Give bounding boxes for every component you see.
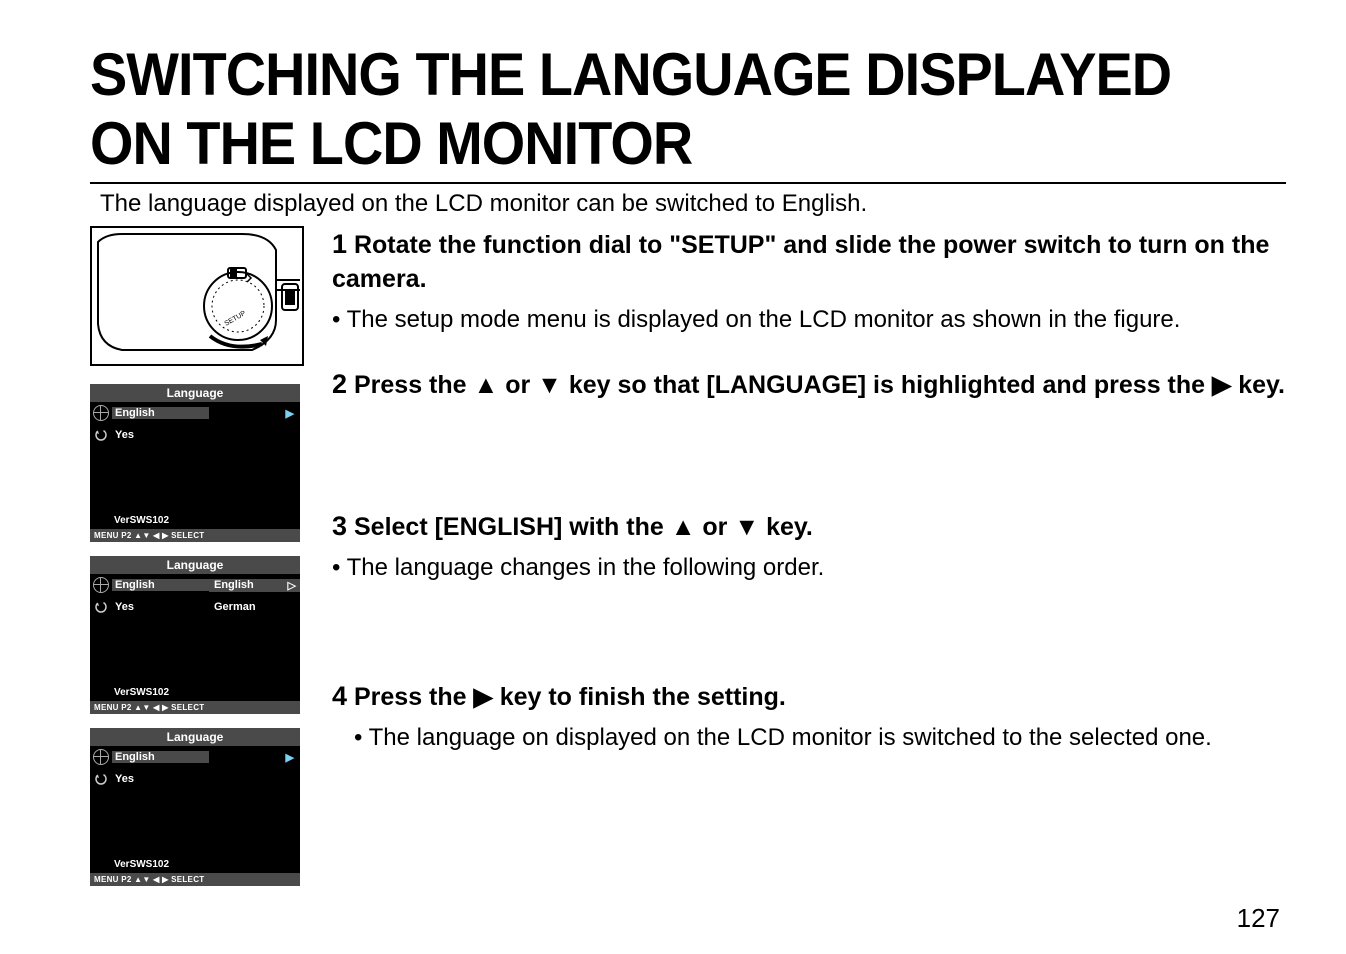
globe-icon (93, 577, 109, 593)
globe-icon (93, 405, 109, 421)
lcd3-row2-label: Yes (112, 773, 209, 785)
step-3-heading: 3 Select [ENGLISH] with the ▲ or ▼ key. (332, 508, 1286, 545)
lcd2-row2-label: Yes (112, 601, 209, 613)
steps-column: 1 Rotate the function dial to "SETUP" an… (332, 226, 1286, 900)
lcd-screenshot-1: Language English ▶ Yes VerSWS102 MENU P2… (90, 384, 300, 542)
step-2-heading: 2 Press the ▲ or ▼ key so that [LANGUAGE… (332, 366, 1286, 403)
svg-text:SETUP: SETUP (224, 310, 248, 328)
lcd2-opt-german: German (209, 601, 300, 613)
lcd3-row1-label: English (112, 751, 209, 763)
step-3-body: • The language changes in the following … (332, 549, 1286, 586)
intro-text: The language displayed on the LCD monito… (100, 190, 1286, 218)
lcd2-opt-arrow: ▷ (288, 579, 296, 592)
lcd2-version: VerSWS102 (114, 687, 169, 698)
lcd3-version: VerSWS102 (114, 859, 169, 870)
lcd2-header: Language (90, 556, 300, 574)
lcd2-row1-label: English (112, 579, 209, 591)
lcd-screenshot-2: Language English English ▷ Yes German (90, 556, 300, 714)
down-arrow-icon: ▼ (537, 371, 562, 399)
lcd2-footer: MENU P2 ▲▼ ◀ ▶ SELECT (90, 701, 300, 714)
lcd1-header: Language (90, 384, 300, 402)
reset-icon (90, 428, 112, 442)
down-arrow-icon: ▼ (734, 513, 759, 541)
figures-column: SETUP Language English ▶ Yes (90, 226, 310, 900)
lcd3-header: Language (90, 728, 300, 746)
lcd1-row2-label: Yes (112, 429, 209, 441)
reset-icon (90, 772, 112, 786)
lcd3-arrow: ▶ (286, 751, 300, 764)
lcd1-row1-label: English (112, 407, 209, 419)
step-4-heading: 4 Press the ▶ key to finish the setting. (332, 678, 1286, 715)
step-4-body: • The language on displayed on the LCD m… (332, 719, 1286, 756)
lcd1-footer: MENU P2 ▲▼ ◀ ▶ SELECT (90, 529, 300, 542)
step-1-heading: 1 Rotate the function dial to "SETUP" an… (332, 226, 1286, 297)
lcd1-arrow: ▶ (286, 407, 300, 420)
globe-icon (93, 749, 109, 765)
up-arrow-icon: ▲ (474, 371, 499, 399)
right-arrow-icon: ▶ (1212, 371, 1231, 399)
lcd3-footer: MENU P2 ▲▼ ◀ ▶ SELECT (90, 873, 300, 886)
lcd-screenshot-3: Language English ▶ Yes VerSWS102 MENU P2… (90, 728, 300, 886)
camera-illustration: SETUP (90, 226, 304, 366)
reset-icon (90, 600, 112, 614)
step-1-body: • The setup mode menu is displayed on th… (332, 301, 1286, 338)
page-title: SWITCHING THE LANGUAGE DISPLAYED ON THE … (90, 40, 1202, 178)
lcd1-version: VerSWS102 (114, 515, 169, 526)
lcd2-opt-english: English (214, 579, 254, 591)
up-arrow-icon: ▲ (671, 513, 696, 541)
page-number: 127 (1237, 903, 1280, 934)
right-arrow-icon: ▶ (474, 683, 493, 711)
title-underline (90, 182, 1286, 184)
